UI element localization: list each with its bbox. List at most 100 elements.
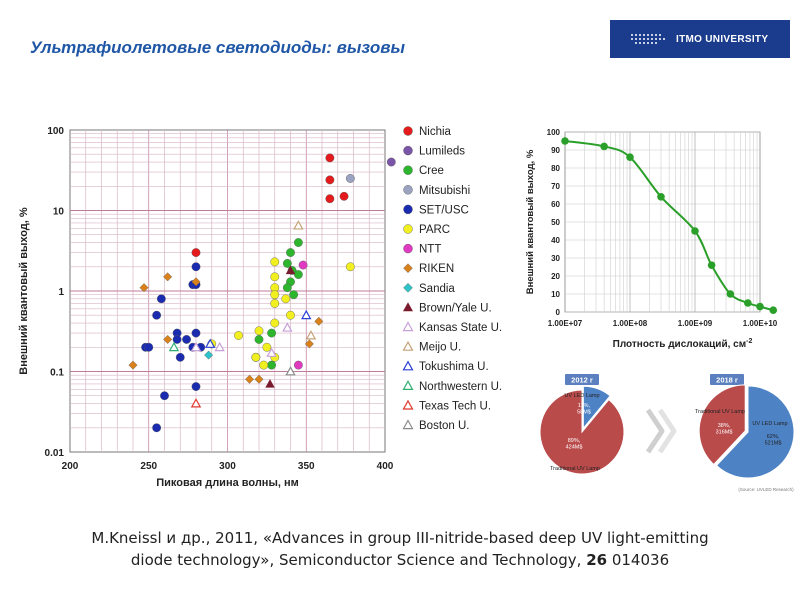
pie-slice bbox=[698, 384, 746, 466]
data-point bbox=[293, 220, 304, 230]
legend-marker bbox=[402, 321, 414, 332]
legend-entry: Cree bbox=[419, 165, 444, 177]
legend-entry: Lumileds bbox=[419, 146, 465, 158]
legend-entry: NTT bbox=[419, 244, 441, 256]
data-point bbox=[191, 262, 201, 272]
slide-title: Ультрафиолетовые светодиоды: вызовы bbox=[30, 38, 406, 57]
line-data-point bbox=[600, 142, 608, 151]
line-y-axis-label: Внешний квантовый выход, % bbox=[525, 149, 536, 294]
data-point bbox=[168, 341, 180, 352]
data-point bbox=[325, 194, 335, 204]
data-point bbox=[254, 335, 264, 344]
data-point bbox=[254, 326, 264, 336]
data-point bbox=[175, 352, 185, 362]
data-point bbox=[259, 360, 269, 370]
line-y-tick-label: 100 bbox=[547, 128, 561, 137]
line-y-tick-label: 90 bbox=[551, 146, 560, 155]
data-point bbox=[267, 360, 276, 370]
citation-volume: 26 bbox=[586, 551, 608, 569]
x-tick-label: 400 bbox=[377, 461, 394, 472]
legend-entry: Brown/Yale U. bbox=[419, 302, 492, 314]
legend-entry: Nichia bbox=[419, 126, 452, 138]
pie-slice bbox=[539, 389, 625, 475]
pie-slice-label: Traditional UV Lamp bbox=[550, 466, 600, 472]
pie-slice bbox=[715, 385, 795, 479]
data-point bbox=[293, 270, 303, 279]
data-point bbox=[163, 334, 173, 344]
data-point bbox=[182, 335, 191, 344]
data-point bbox=[285, 265, 296, 275]
scatter-points bbox=[128, 153, 396, 433]
data-point bbox=[163, 272, 173, 282]
data-point bbox=[282, 259, 292, 268]
data-point bbox=[270, 272, 280, 282]
pie-slice-value: 89%, 424M$ bbox=[566, 438, 583, 451]
data-point bbox=[304, 339, 314, 349]
pie-text-line: UV LED Lamp bbox=[752, 421, 787, 427]
x-axis-label: Пиковая длина волны, нм bbox=[156, 477, 299, 489]
legend-marker bbox=[402, 419, 414, 430]
chevron-right-icon bbox=[657, 408, 677, 454]
legend-marker bbox=[403, 145, 413, 156]
line-data-point bbox=[744, 299, 752, 307]
data-point bbox=[270, 257, 280, 267]
pie-slice-label: UV LED Lamp bbox=[752, 421, 787, 427]
pie-slice-value: 11%, 58M$ bbox=[577, 403, 591, 416]
legend-marker bbox=[403, 224, 413, 234]
legend-entry: Meijo U. bbox=[419, 342, 461, 354]
y-tick-label: 100 bbox=[47, 126, 64, 137]
data-point bbox=[314, 316, 324, 326]
data-point bbox=[265, 379, 275, 388]
data-point bbox=[286, 310, 295, 320]
line-data-point bbox=[691, 227, 699, 235]
pie-header-bg bbox=[710, 374, 744, 385]
eqe-curve bbox=[564, 140, 774, 312]
data-point bbox=[128, 360, 138, 370]
pie-text-line: Traditional UV Lamp bbox=[550, 466, 600, 472]
citation: M.Kneissl и др., 2011, «Advances in grou… bbox=[0, 527, 800, 571]
data-point bbox=[190, 398, 202, 408]
market-pie-charts: 2012 r UV LED Lamp 11%, 58M$ 89%, 424M$ Tradit… bbox=[539, 374, 795, 492]
legend-marker bbox=[402, 360, 414, 371]
x-tick-label: 300 bbox=[219, 461, 236, 472]
data-point bbox=[270, 318, 280, 328]
pie-chart: 2012 r UV LED Lamp 11%, 58M$ 89%, 424M$ Tradit… bbox=[539, 374, 625, 475]
legend-marker bbox=[402, 302, 414, 312]
pie-text-line: 38%, bbox=[718, 423, 731, 429]
data-point bbox=[345, 174, 355, 183]
data-point bbox=[245, 374, 255, 384]
legend-entry: RIKEN bbox=[419, 263, 454, 275]
data-point bbox=[345, 262, 355, 272]
line-data-point bbox=[561, 137, 569, 145]
legend-entry: Sandia bbox=[419, 283, 455, 295]
data-point bbox=[325, 175, 335, 185]
pie-slice-value: 62%, 521M$ bbox=[765, 434, 782, 447]
line-data-point bbox=[626, 153, 634, 161]
data-point bbox=[262, 342, 272, 352]
legend-entry: PARC bbox=[419, 224, 450, 236]
data-point bbox=[152, 310, 162, 320]
data-point bbox=[282, 322, 293, 332]
pie-slice bbox=[582, 385, 611, 430]
y-tick-label: 1 bbox=[58, 287, 64, 298]
legend-entry: SET/USC bbox=[419, 204, 469, 216]
pie-text-line: UV LED Lamp bbox=[564, 393, 599, 399]
line-y-tick-label: 50 bbox=[551, 218, 560, 227]
pie-text-line: 62%, bbox=[767, 434, 780, 440]
data-point bbox=[325, 153, 335, 163]
legend-marker bbox=[403, 185, 413, 195]
line-x-tick-label: 1.00E+10 bbox=[743, 319, 778, 328]
data-point bbox=[270, 299, 280, 308]
dislocation-line-chart: 0 10 20 30 40 50 60 70 80 90 100 1.00E+07 1.00E+08 1.… bbox=[525, 128, 778, 350]
legend-entry: Tokushima U. bbox=[419, 361, 489, 373]
pie-text-line: 521M$ bbox=[765, 441, 782, 447]
line-y-tick-label: 0 bbox=[556, 308, 561, 317]
pie-text-line: 11%, bbox=[578, 403, 591, 409]
citation-line-2: diode technology», Semiconductor Science… bbox=[0, 549, 800, 571]
y-tick-label: 10 bbox=[53, 207, 65, 218]
legend-entry: Texas Tech U. bbox=[419, 400, 491, 412]
y-axis-label: Внешний квантовый выход, % bbox=[18, 207, 30, 375]
pie-text-line: 424M$ bbox=[566, 445, 583, 451]
citation-journal: diode technology», Semiconductor Science… bbox=[130, 551, 587, 569]
pie-text-line: Traditional UV Lamp bbox=[695, 409, 745, 415]
